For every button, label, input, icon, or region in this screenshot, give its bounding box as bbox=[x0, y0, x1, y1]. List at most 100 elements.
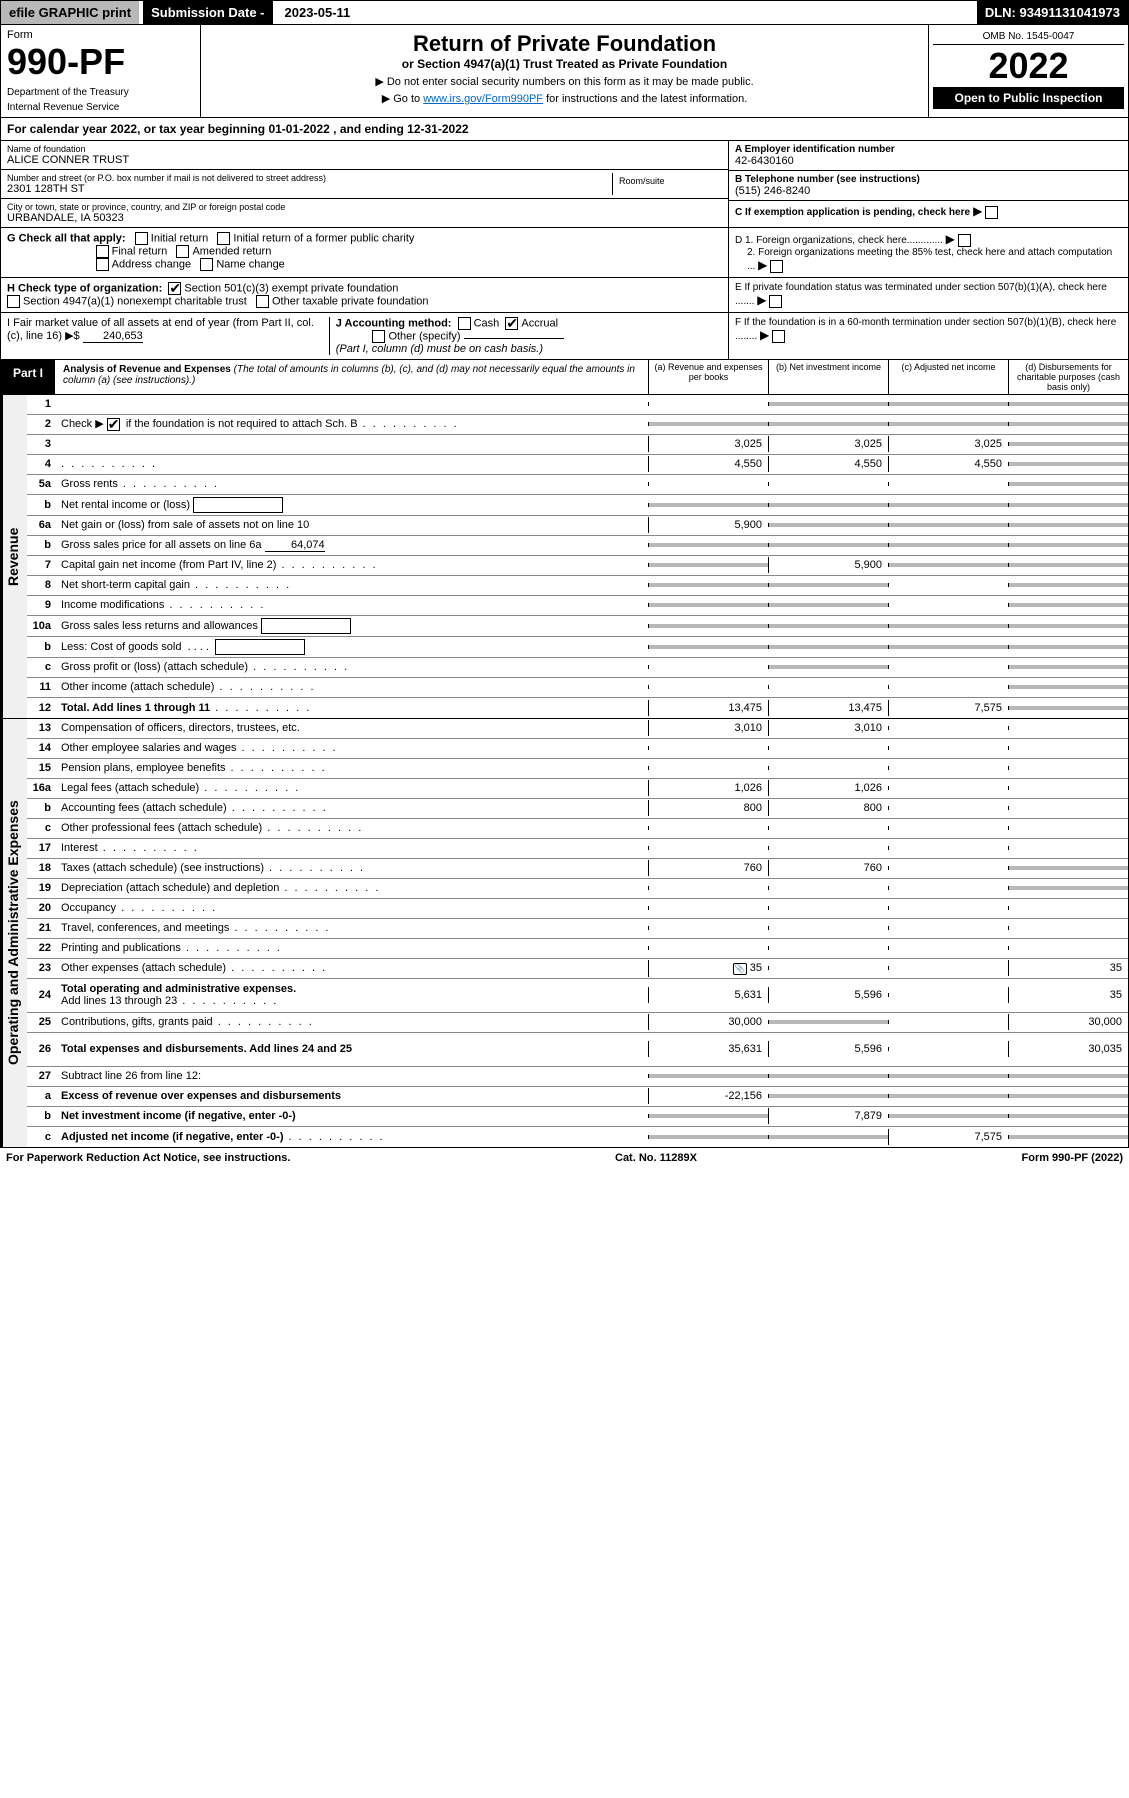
row-7-desc: Capital gain net income (from Part IV, l… bbox=[57, 557, 648, 573]
efile-label[interactable]: efile GRAPHIC print bbox=[1, 1, 139, 24]
attachment-icon[interactable]: 📎 bbox=[733, 963, 747, 975]
row-23-desc: Other expenses (attach schedule) bbox=[57, 960, 648, 976]
page-footer: For Paperwork Reduction Act Notice, see … bbox=[0, 1148, 1129, 1168]
f-lbl: F If the foundation is in a 60-month ter… bbox=[735, 317, 1116, 342]
row-5a-desc: Gross rents bbox=[57, 476, 648, 492]
r4-a: 4,550 bbox=[648, 456, 768, 472]
h-4947-cb[interactable] bbox=[7, 295, 20, 308]
g-final-return-cb[interactable] bbox=[96, 245, 109, 258]
r3-b: 3,025 bbox=[768, 436, 888, 452]
row-19-desc: Depreciation (attach schedule) and deple… bbox=[57, 880, 648, 896]
form-title: Return of Private Foundation bbox=[207, 31, 922, 57]
section-g-d: G Check all that apply: Initial return I… bbox=[0, 228, 1129, 278]
i-lbl: I Fair market value of all assets at end… bbox=[7, 317, 314, 342]
f-checkbox[interactable] bbox=[772, 330, 785, 343]
open-public-badge: Open to Public Inspection bbox=[933, 87, 1124, 109]
row-27c-desc: Adjusted net income (if negative, enter … bbox=[57, 1129, 648, 1145]
ein: 42-6430160 bbox=[735, 155, 1122, 167]
r25-d: 30,000 bbox=[1008, 1014, 1128, 1030]
r26-a: 35,631 bbox=[648, 1041, 768, 1057]
r12-a: 13,475 bbox=[648, 700, 768, 716]
arrow-icon: ▶ bbox=[973, 204, 982, 218]
j-note: (Part I, column (d) must be on cash basi… bbox=[336, 343, 543, 355]
r5b-input[interactable] bbox=[193, 497, 283, 513]
row-27-desc: Subtract line 26 from line 12: bbox=[57, 1068, 648, 1084]
r7-b: 5,900 bbox=[768, 557, 888, 573]
e-checkbox[interactable] bbox=[769, 295, 782, 308]
g-amended-cb[interactable] bbox=[176, 245, 189, 258]
form-subtitle: or Section 4947(a)(1) Trust Treated as P… bbox=[207, 57, 922, 71]
col-a-hdr: (a) Revenue and expenses per books bbox=[648, 360, 768, 394]
part1-title: Analysis of Revenue and Expenses (The to… bbox=[55, 360, 648, 394]
r16b-a: 800 bbox=[648, 800, 768, 816]
row-2-desc: Check ▶ if the foundation is not require… bbox=[57, 415, 648, 433]
section-h-e: H Check type of organization: Section 50… bbox=[0, 278, 1129, 313]
expenses-section: Operating and Administrative Expenses 13… bbox=[0, 719, 1129, 1148]
telephone: (515) 246-8240 bbox=[735, 185, 1122, 197]
r18-b: 760 bbox=[768, 860, 888, 876]
row-10b-desc: Less: Cost of goods sold . . . . bbox=[57, 637, 648, 657]
i-value: 240,653 bbox=[83, 330, 143, 343]
footer-right: Form 990-PF (2022) bbox=[1022, 1152, 1123, 1164]
form-id-block: Form 990-PF Department of the Treasury I… bbox=[1, 25, 201, 117]
r12-b: 13,475 bbox=[768, 700, 888, 716]
r10a-input[interactable] bbox=[261, 618, 351, 634]
tax-year: 2022 bbox=[933, 45, 1124, 87]
r27c-c: 7,575 bbox=[888, 1129, 1008, 1145]
r23-a: 📎 35 bbox=[648, 960, 768, 977]
dln: DLN: 93491131041973 bbox=[977, 1, 1128, 24]
g-lbl: G Check all that apply: bbox=[7, 232, 126, 244]
form990pf-link[interactable]: www.irs.gov/Form990PF bbox=[423, 93, 543, 105]
r10b-input[interactable] bbox=[215, 639, 305, 655]
r13-b: 3,010 bbox=[768, 720, 888, 736]
row-26-desc: Total expenses and disbursements. Add li… bbox=[57, 1041, 648, 1057]
row-5b-desc: Net rental income or (loss) bbox=[57, 495, 648, 515]
expenses-side-label: Operating and Administrative Expenses bbox=[1, 719, 27, 1147]
r25-a: 30,000 bbox=[648, 1014, 768, 1030]
d1-lbl: D 1. Foreign organizations, check here..… bbox=[735, 235, 943, 246]
c-checkbox[interactable] bbox=[985, 206, 998, 219]
row-16a-desc: Legal fees (attach schedule) bbox=[57, 780, 648, 796]
g-address-change-cb[interactable] bbox=[96, 258, 109, 271]
row-11-desc: Other income (attach schedule) bbox=[57, 679, 648, 695]
r27a-a: -22,156 bbox=[648, 1088, 768, 1104]
address-lbl: Number and street (or P.O. box number if… bbox=[7, 173, 612, 183]
row-16b-desc: Accounting fees (attach schedule) bbox=[57, 800, 648, 816]
r24-a: 5,631 bbox=[648, 987, 768, 1003]
r12-c: 7,575 bbox=[888, 700, 1008, 716]
row-17-desc: Interest bbox=[57, 840, 648, 856]
r3-a: 3,025 bbox=[648, 436, 768, 452]
omb-number: OMB No. 1545-0047 bbox=[933, 29, 1124, 45]
row-6b-desc: Gross sales price for all assets on line… bbox=[57, 537, 648, 554]
row-3-desc bbox=[57, 442, 648, 446]
part1-header: Part I Analysis of Revenue and Expenses … bbox=[0, 360, 1129, 395]
note-link: ▶ Go to www.irs.gov/Form990PF for instru… bbox=[207, 92, 922, 105]
col-c-hdr: (c) Adjusted net income bbox=[888, 360, 1008, 394]
g-name-change-cb[interactable] bbox=[200, 258, 213, 271]
d2-checkbox[interactable] bbox=[770, 260, 783, 273]
r26-b: 5,596 bbox=[768, 1041, 888, 1057]
row-1-desc bbox=[57, 402, 648, 406]
top-bar: efile GRAPHIC print Submission Date - 20… bbox=[0, 0, 1129, 25]
j-lbl: J Accounting method: bbox=[336, 317, 452, 329]
row-22-desc: Printing and publications bbox=[57, 940, 648, 956]
submission-date-val: 2023-05-11 bbox=[277, 1, 359, 24]
h-501c3-cb[interactable] bbox=[168, 282, 181, 295]
room-suite-lbl: Room/suite bbox=[619, 176, 716, 186]
j-cash-cb[interactable] bbox=[458, 317, 471, 330]
j-accrual-cb[interactable] bbox=[505, 317, 518, 330]
j-other-cb[interactable] bbox=[372, 330, 385, 343]
schb-checkbox[interactable] bbox=[107, 418, 120, 431]
foundation-name-lbl: Name of foundation bbox=[7, 144, 722, 154]
g-initial-former-cb[interactable] bbox=[217, 232, 230, 245]
r6a-a: 5,900 bbox=[648, 517, 768, 533]
h-other-taxable-cb[interactable] bbox=[256, 295, 269, 308]
g-initial-return-cb[interactable] bbox=[135, 232, 148, 245]
row-25-desc: Contributions, gifts, grants paid bbox=[57, 1014, 648, 1030]
address: 2301 128TH ST bbox=[7, 183, 612, 195]
row-6a-desc: Net gain or (loss) from sale of assets n… bbox=[57, 517, 648, 533]
d1-checkbox[interactable] bbox=[958, 234, 971, 247]
row-18-desc: Taxes (attach schedule) (see instruction… bbox=[57, 860, 648, 876]
form-title-block: Return of Private Foundation or Section … bbox=[201, 25, 928, 117]
e-lbl: E If private foundation status was termi… bbox=[735, 282, 1107, 307]
